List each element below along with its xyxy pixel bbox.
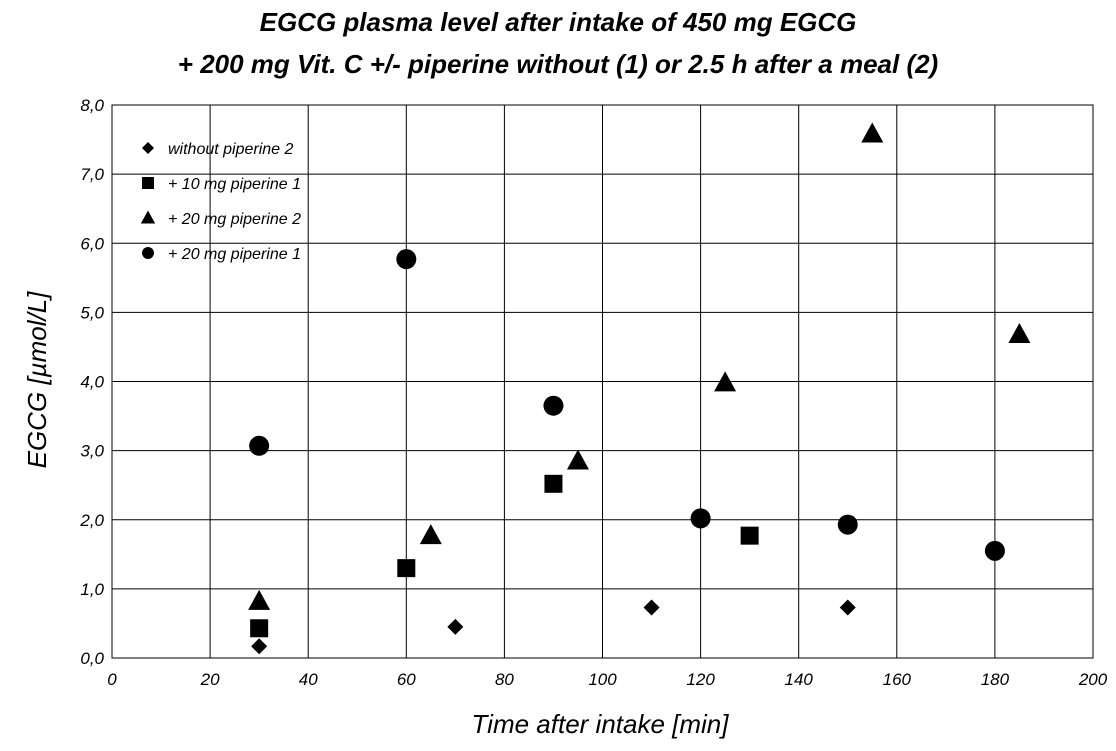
y-tick-label: 0,0	[80, 649, 104, 668]
triangle-point	[861, 122, 884, 143]
x-tick-label: 40	[299, 670, 318, 689]
x-tick-label: 200	[1078, 670, 1108, 689]
legend-marker-square	[142, 177, 154, 189]
triangle-point	[714, 371, 737, 392]
legend-marker-triangle	[140, 210, 156, 224]
x-tick-label: 120	[686, 670, 715, 689]
legend: without piperine 2 + 10 mg piperine 1 + 20…	[140, 141, 301, 263]
y-tick-label: 4,0	[80, 373, 104, 392]
circle-point	[543, 395, 564, 416]
x-tick-label: 20	[200, 670, 220, 689]
x-tick-label: 80	[495, 670, 514, 689]
diamond-point	[251, 638, 268, 655]
x-tick-label: 140	[785, 670, 814, 689]
diamond-point	[447, 618, 464, 635]
y-tick-label: 8,0	[80, 96, 104, 115]
legend-label: + 20 mg piperine 1	[168, 246, 301, 263]
triangle-point	[248, 589, 271, 610]
chart-title-line-2: + 200 mg Vit. C +/- piperine without (1)…	[178, 49, 938, 79]
diamond-point	[643, 599, 660, 616]
square-point	[397, 559, 416, 578]
x-axis-title: Time after intake [min]	[472, 709, 730, 739]
legend-label: + 10 mg piperine 1	[168, 176, 301, 193]
x-tick-label: 0	[107, 670, 117, 689]
circle-point	[984, 540, 1005, 561]
legend-label: without piperine 2	[168, 141, 294, 158]
triangle-point	[566, 449, 589, 470]
legend-item: without piperine 2	[142, 141, 294, 158]
legend-label: + 20 mg piperine 2	[168, 211, 301, 228]
triangle-point	[1008, 322, 1031, 343]
x-tick-label: 100	[588, 670, 617, 689]
data-points	[248, 122, 1031, 655]
triangle-point	[419, 524, 442, 545]
circle-point	[690, 508, 711, 529]
y-axis-title: EGCG [µmol/L]	[22, 291, 52, 469]
y-tick-label: 6,0	[80, 234, 104, 253]
y-tick-label: 1,0	[80, 580, 104, 599]
circle-point	[249, 435, 270, 456]
diamond-point	[839, 599, 856, 616]
legend-item: + 20 mg piperine 2	[140, 210, 301, 228]
y-tick-label: 3,0	[80, 442, 104, 461]
y-tick-label: 5,0	[80, 303, 104, 322]
legend-marker-circle	[142, 247, 154, 259]
square-point	[250, 619, 269, 638]
square-point	[544, 474, 563, 493]
y-tick-label: 7,0	[80, 165, 104, 184]
circle-point	[396, 249, 417, 270]
legend-marker-diamond	[142, 142, 154, 154]
y-tick-label: 2,0	[79, 511, 104, 530]
x-tick-label: 60	[397, 670, 416, 689]
legend-item: + 20 mg piperine 1	[142, 246, 301, 263]
chart-title-line-1: EGCG plasma level after intake of 450 mg…	[260, 7, 857, 37]
x-tick-label: 180	[981, 670, 1010, 689]
x-tick-label: 160	[883, 670, 912, 689]
legend-item: + 10 mg piperine 1	[142, 176, 301, 193]
circle-point	[837, 514, 858, 535]
square-point	[740, 526, 759, 545]
